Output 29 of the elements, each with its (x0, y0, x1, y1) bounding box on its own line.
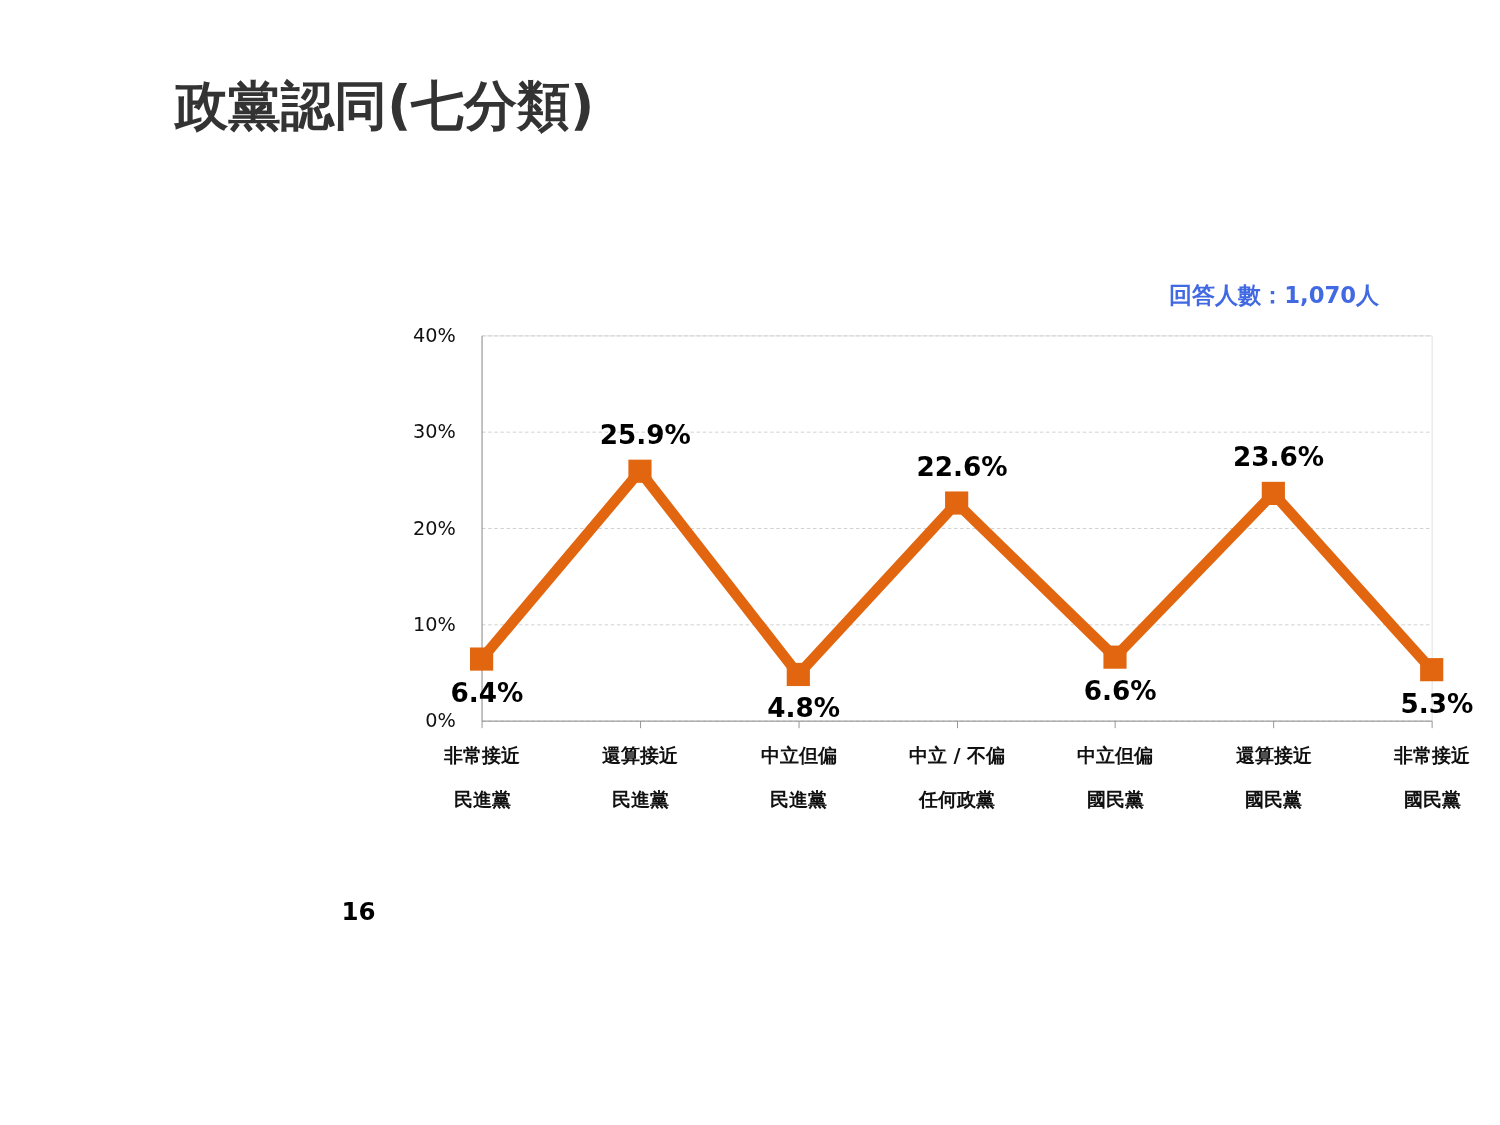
point (1420, 658, 1444, 682)
x-tick-label: 非常接近民進黨 (443, 744, 522, 812)
x-tick-label: 中立但偏民進黨 (760, 744, 837, 812)
text: 回答人數：1,070人 (1169, 282, 1381, 309)
y-tick-label: 30% (412, 420, 456, 444)
point (628, 459, 652, 483)
data-label: 23.6% (1233, 442, 1325, 473)
y-tick-label: 10% (412, 612, 456, 636)
x-tick-label: 中立 / 不偏任何政黨 (908, 744, 1006, 812)
data-label: 6.6% (1083, 676, 1157, 707)
data-label: 4.8% (767, 693, 840, 724)
x-tick-label: 還算接近民進黨 (602, 744, 680, 812)
x-tick-label: 非常接近國民黨 (1393, 744, 1472, 812)
x-tick-label: 還算接近國民黨 (1235, 744, 1313, 812)
data-label: 22.6% (916, 451, 1008, 482)
point (945, 491, 969, 515)
point (470, 647, 494, 671)
chart-title: 政黨認同(七分類) (173, 75, 595, 137)
y-tick-label: 0% (425, 709, 456, 733)
data-label: 6.4% (450, 677, 524, 708)
data-label: 5.3% (1400, 688, 1474, 719)
data-label: 25.9% (599, 420, 691, 451)
y-tick-label: 40% (412, 323, 456, 347)
point (1103, 645, 1127, 669)
text: 16 (341, 897, 376, 927)
x-tick-label: 中立但偏國民黨 (1077, 744, 1154, 812)
y-tick-label: 20% (412, 516, 456, 540)
point (786, 662, 810, 687)
point (1261, 481, 1285, 505)
